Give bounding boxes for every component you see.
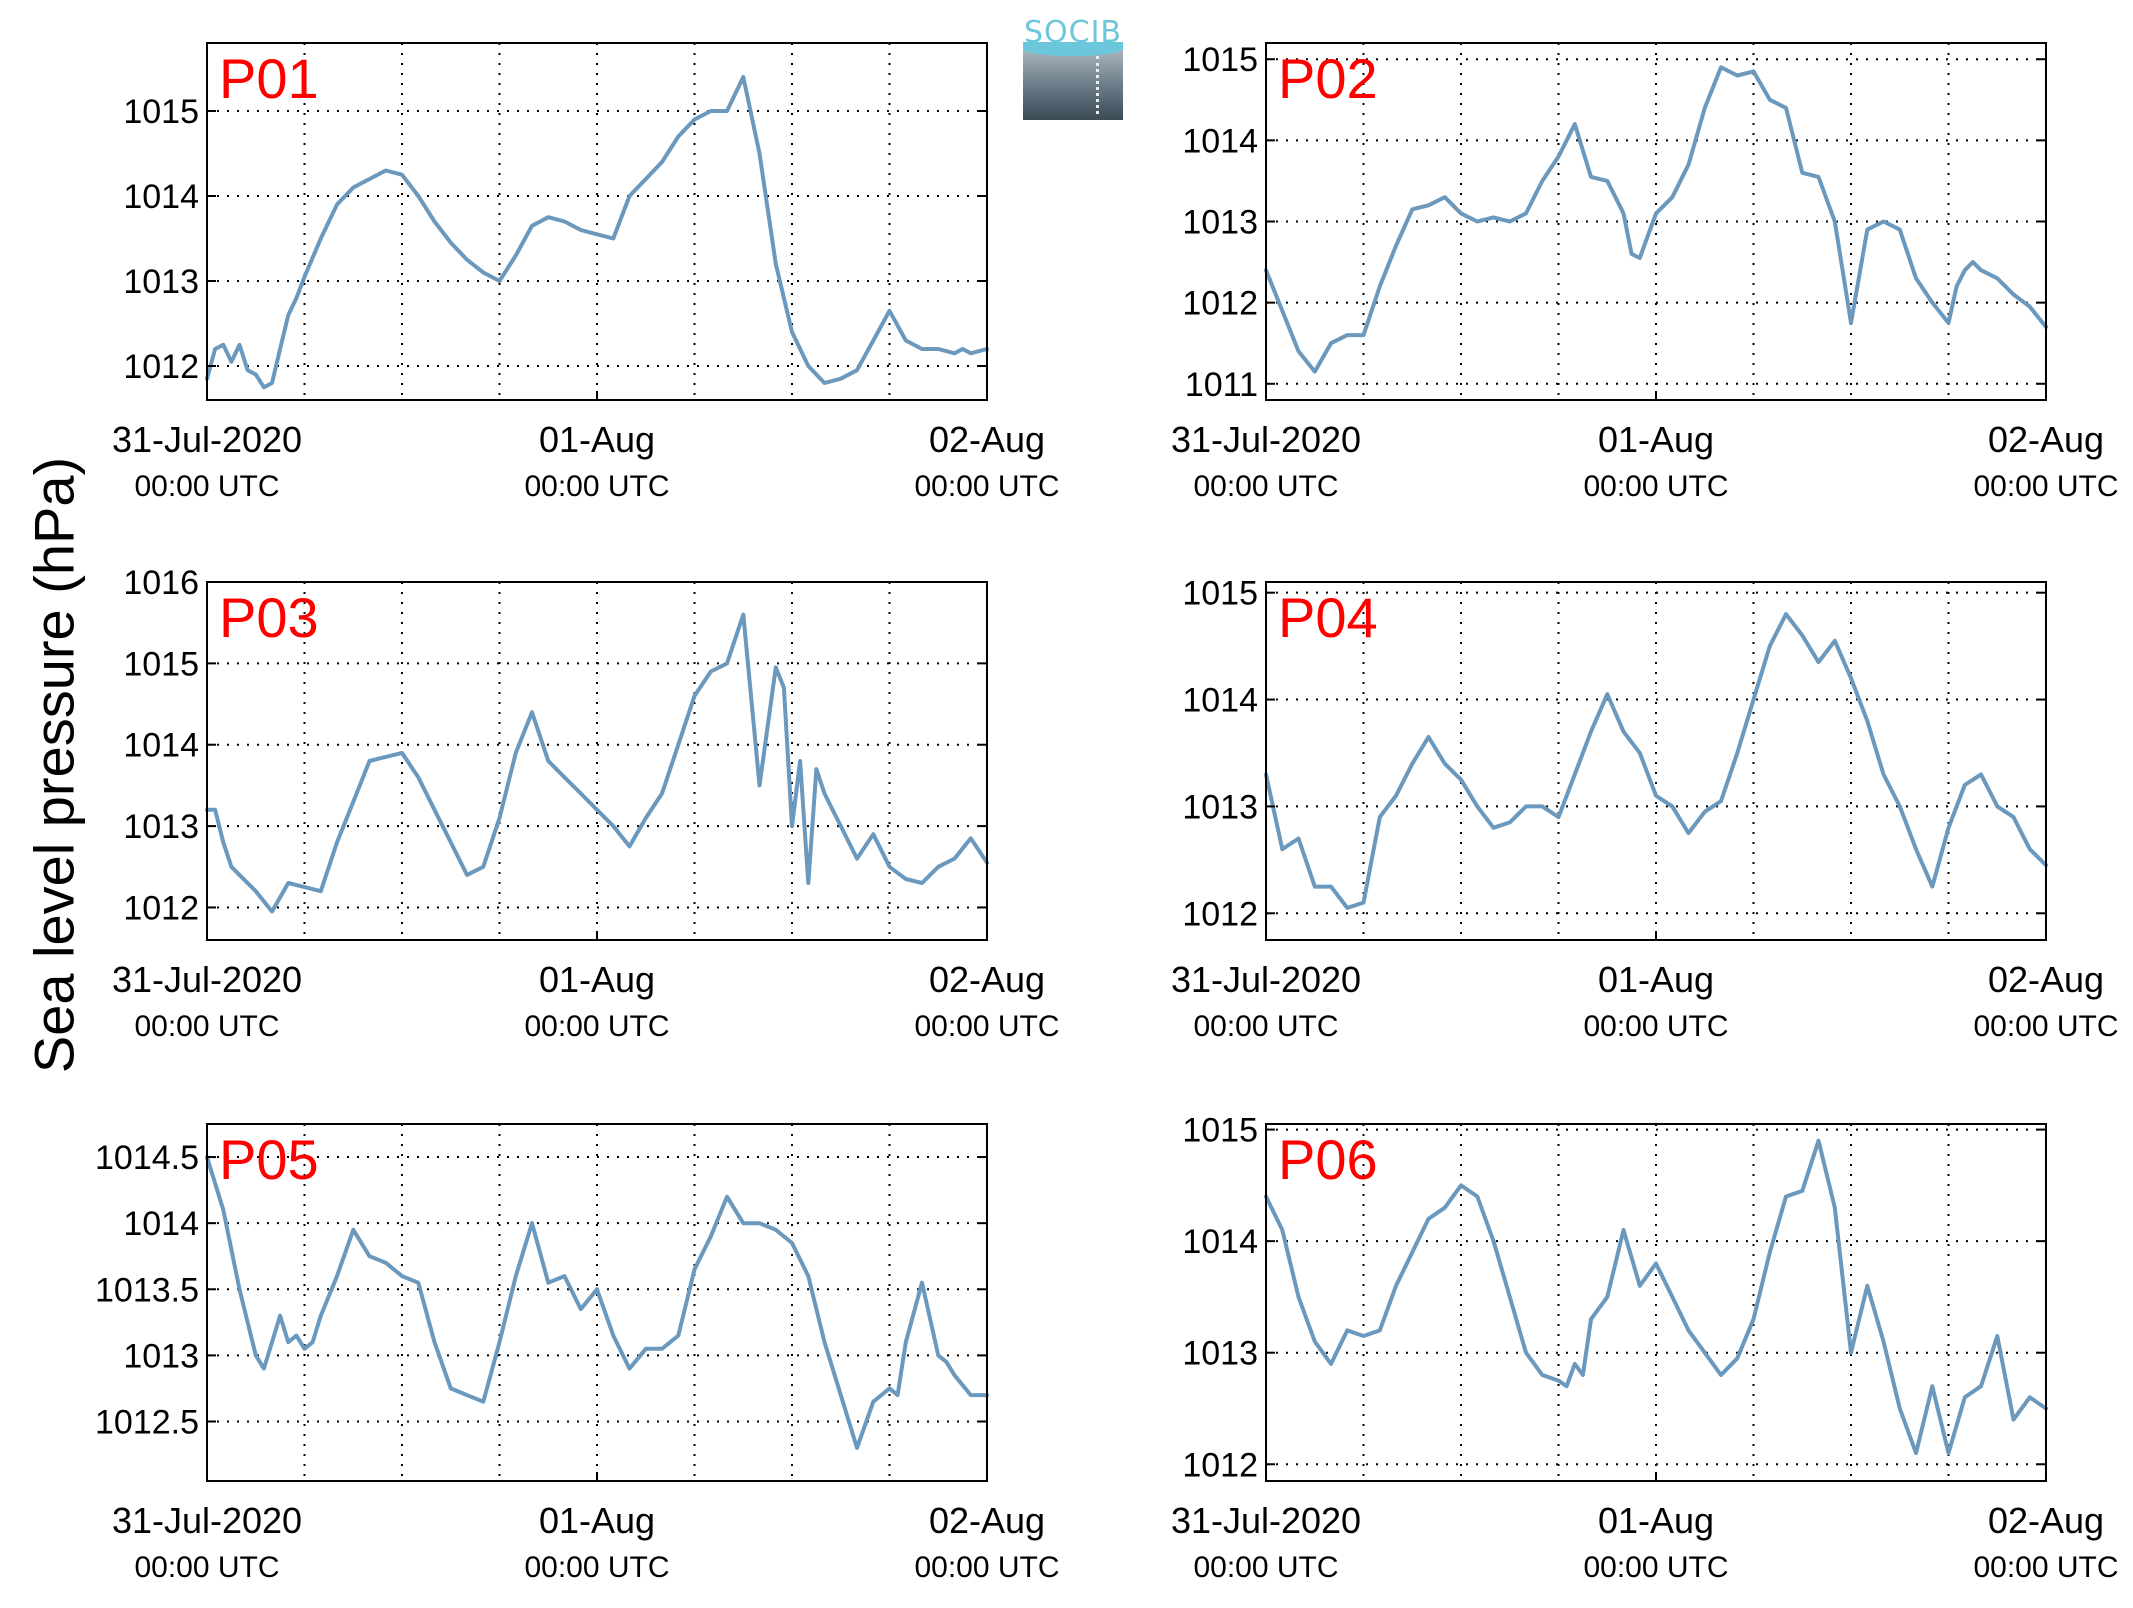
x-tick-label-date: 02-Aug	[929, 419, 1045, 460]
series-line	[1264, 65, 2048, 374]
socib-logo: SOCIB	[1023, 16, 1123, 120]
x-tick-label-date: 31-Jul-2020	[112, 959, 302, 1000]
logo-wave	[1023, 42, 1123, 56]
y-tick-label: 1012	[123, 348, 199, 386]
y-tick-label: 1014	[1182, 682, 1258, 720]
panel-label: P06	[1278, 1128, 1378, 1191]
y-tick-label: 1011	[1185, 366, 1258, 404]
x-tick-label-time: 00:00 UTC	[1973, 1010, 2118, 1043]
x-tick-label-time: 00:00 UTC	[134, 1551, 279, 1584]
x-tick-label-time: 00:00 UTC	[1583, 470, 1728, 503]
panel-p05: 1012.5 1013 1013.5 1014 1014.5 31-Jul-2020 00:…	[95, 1123, 1060, 1584]
x-tick-label-time: 00:00 UTC	[1193, 470, 1338, 503]
y-tick-label: 1014	[123, 178, 199, 216]
y-axis-label: Sea level pressure (hPa)	[22, 456, 86, 1074]
panel-p06: 1012 1013 1014 1015 31-Jul-2020 00:00 UTC 01-A…	[1171, 1112, 2119, 1584]
plot-area	[1266, 582, 2046, 940]
series-line	[205, 75, 989, 390]
series-line	[1264, 1138, 2048, 1456]
logo-image	[1023, 50, 1123, 120]
panel-label: P04	[1278, 586, 1378, 649]
y-tick-label: 1013	[1182, 204, 1258, 242]
y-tick-label: 1014	[123, 1205, 199, 1243]
x-tick-label-time: 00:00 UTC	[524, 470, 669, 503]
x-tick-label-time: 00:00 UTC	[1973, 1551, 2118, 1584]
y-tick-label: 1015	[123, 93, 199, 131]
y-tick-label: 1014	[1182, 122, 1258, 160]
y-tick-label: 1013	[123, 808, 199, 846]
y-tick-label: 1013	[123, 1337, 199, 1375]
x-tick-label-time: 00:00 UTC	[914, 1551, 1059, 1584]
panel-p04: 1012 1013 1014 1015 31-Jul-2020 00:00 UTC 01-A…	[1171, 575, 2119, 1043]
x-tick-label-time: 00:00 UTC	[1193, 1551, 1338, 1584]
x-tick-label-time: 00:00 UTC	[134, 1010, 279, 1043]
y-tick-label: 1013.5	[95, 1271, 199, 1309]
y-tick-label: 1014	[123, 727, 199, 765]
x-tick-label-date: 01-Aug	[539, 419, 655, 460]
x-tick-label-date: 01-Aug	[1598, 959, 1714, 1000]
x-tick-label-date: 02-Aug	[1988, 959, 2104, 1000]
y-tick-label: 1015	[1182, 575, 1258, 613]
x-tick-label-date: 31-Jul-2020	[1171, 1500, 1361, 1541]
panel-label: P03	[219, 586, 319, 649]
series-line	[205, 1155, 989, 1450]
y-tick-label: 1012	[123, 889, 199, 927]
x-tick-label-date: 02-Aug	[1988, 419, 2104, 460]
y-tick-label: 1012	[1182, 285, 1258, 323]
x-tick-label-time: 00:00 UTC	[1583, 1010, 1728, 1043]
y-tick-label: 1013	[123, 263, 199, 301]
panel-p02: 1011 1012 1013 1014 1015 31-Jul-2020 00:00 UTC…	[1171, 41, 2119, 503]
x-tick-label-time: 00:00 UTC	[1973, 470, 2118, 503]
plot-area	[207, 1124, 987, 1481]
x-tick-label-date: 01-Aug	[539, 1500, 655, 1541]
x-tick-label-time: 00:00 UTC	[524, 1551, 669, 1584]
logo-dots	[1096, 56, 1099, 114]
x-tick-label-time: 00:00 UTC	[1583, 1551, 1728, 1584]
x-tick-label-date: 02-Aug	[929, 1500, 1045, 1541]
y-tick-label: 1014.5	[95, 1139, 199, 1177]
y-tick-label: 1014	[1182, 1223, 1258, 1261]
series-line	[1264, 612, 2048, 910]
y-tick-label: 1015	[123, 645, 199, 683]
plot-area	[1266, 1124, 2046, 1481]
panel-p03: 1012 1013 1014 1015 1016 31-Jul-2020 00:00 UTC…	[112, 564, 1060, 1043]
y-tick-label: 1015	[1182, 41, 1258, 79]
x-tick-label-time: 00:00 UTC	[524, 1010, 669, 1043]
plot-area	[207, 43, 987, 400]
y-tick-label: 1015	[1182, 1112, 1258, 1150]
x-tick-label-date: 31-Jul-2020	[112, 1500, 302, 1541]
x-tick-label-time: 00:00 UTC	[914, 1010, 1059, 1043]
x-tick-label-date: 02-Aug	[929, 959, 1045, 1000]
series-line	[205, 612, 989, 914]
x-tick-label-time: 00:00 UTC	[914, 470, 1059, 503]
panel-p01: 1012 1013 1014 1015 31-Jul-2020 00:00 UTC 01-A…	[112, 42, 1060, 503]
y-tick-label: 1013	[1182, 1335, 1258, 1373]
y-tick-label: 1013	[1182, 788, 1258, 826]
x-tick-label-date: 01-Aug	[1598, 419, 1714, 460]
y-tick-label: 1012.5	[95, 1404, 199, 1442]
plot-area	[207, 582, 987, 940]
x-tick-label-time: 00:00 UTC	[134, 470, 279, 503]
panel-label: P01	[219, 47, 319, 110]
x-tick-label-date: 01-Aug	[1598, 1500, 1714, 1541]
x-tick-label-time: 00:00 UTC	[1193, 1010, 1338, 1043]
y-tick-label: 1012	[1182, 1446, 1258, 1484]
x-tick-label-date: 31-Jul-2020	[112, 419, 302, 460]
y-tick-label: 1016	[123, 564, 199, 602]
x-tick-label-date: 31-Jul-2020	[1171, 959, 1361, 1000]
panel-label: P05	[219, 1128, 319, 1191]
panel-label: P02	[1278, 47, 1378, 110]
x-tick-label-date: 31-Jul-2020	[1171, 419, 1361, 460]
x-tick-label-date: 01-Aug	[539, 959, 655, 1000]
x-tick-label-date: 02-Aug	[1988, 1500, 2104, 1541]
y-tick-label: 1012	[1182, 895, 1258, 933]
